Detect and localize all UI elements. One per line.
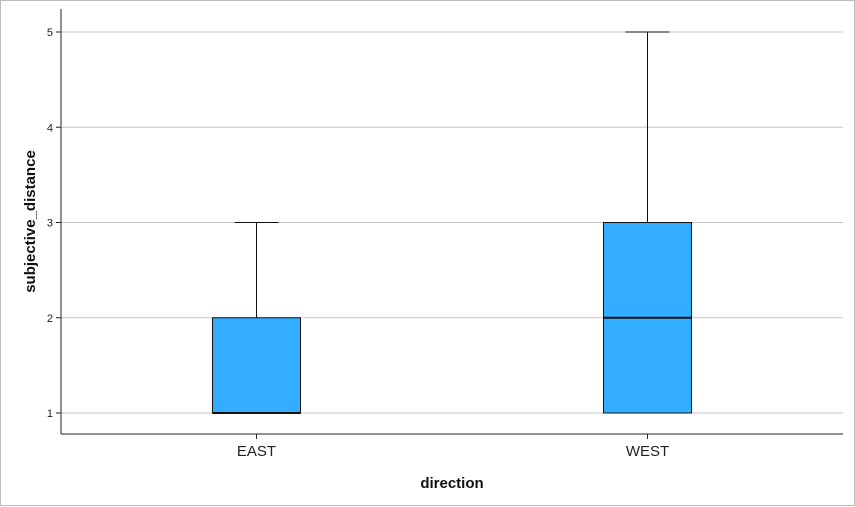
boxes <box>212 31 692 414</box>
y-tick-label-2: 2 <box>47 313 53 325</box>
y-tick-label-3: 3 <box>47 218 53 230</box>
y-tick-label-5: 5 <box>47 27 53 39</box>
x-tick-label-west: WEST <box>626 443 669 460</box>
box-west <box>603 31 692 414</box>
y-tick-label-1: 1 <box>47 408 53 420</box>
y-axis-title: subjective_distance <box>22 150 39 293</box>
y-tick-label-4: 4 <box>47 122 53 134</box>
x-axis-categories: EAST WEST <box>237 434 669 460</box>
y-axis-ticks: 1 2 3 4 5 <box>47 27 61 420</box>
x-tick-label-east: EAST <box>237 443 276 460</box>
gridlines <box>61 31 843 414</box>
box-east <box>212 222 301 414</box>
x-axis-title: direction <box>420 475 483 492</box>
iqr-box-east <box>212 317 301 414</box>
